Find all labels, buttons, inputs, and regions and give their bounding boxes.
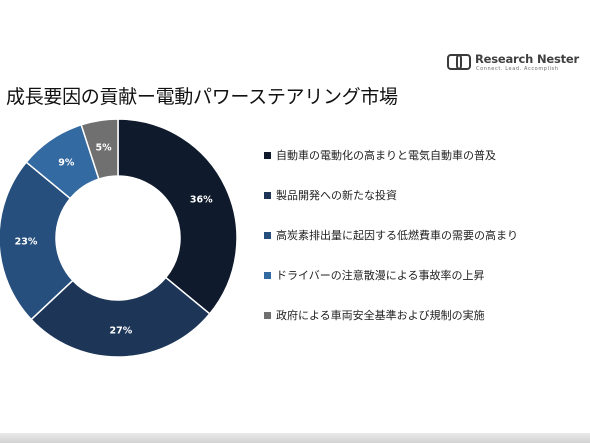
legend-swatch bbox=[264, 232, 271, 239]
donut-slice-labels: 36% 27% 23% 9% 5% bbox=[15, 143, 213, 337]
legend-item-3: 高炭素排出量に起因する低燃費車の需要の高まり bbox=[264, 227, 584, 267]
donut-slice-2 bbox=[30, 276, 211, 358]
legend-swatch bbox=[264, 272, 271, 279]
legend-swatch bbox=[264, 152, 271, 159]
research-nester-logo-mark-icon bbox=[447, 54, 471, 70]
legend-item-2: 製品開発への新たな投資 bbox=[264, 187, 584, 227]
donut-slice-5 bbox=[80, 118, 119, 180]
logo-name: Research Nester bbox=[475, 52, 579, 66]
donut-slices bbox=[0, 118, 238, 358]
logo-tagline: Connect. Lead. Accomplish bbox=[476, 66, 559, 72]
donut-slice-1 bbox=[117, 118, 238, 315]
legend-swatch bbox=[264, 312, 271, 319]
bottom-bar bbox=[0, 433, 590, 443]
legend-label: 政府による車両安全基準および規制の実施 bbox=[276, 309, 485, 322]
legend-label: ドライバーの注意散漫による事故率の上昇 bbox=[276, 269, 485, 282]
legend-label: 自動車の電動化の高まりと電気自動車の普及 bbox=[276, 149, 496, 162]
legend-swatch bbox=[264, 192, 271, 199]
legend-item-4: ドライバーの注意散漫による事故率の上昇 bbox=[264, 267, 584, 307]
chart-title: 成長要因の貢献ー電動パワーステアリング市場 bbox=[6, 86, 398, 108]
research-nester-logo: Research Nester Connect. Lead. Accomplis… bbox=[447, 52, 587, 74]
donut-slice-label-3: 23% bbox=[15, 236, 38, 247]
donut-slice-label-5: 5% bbox=[96, 143, 113, 154]
donut-slice-label-2: 27% bbox=[110, 325, 133, 336]
donut-slice-3 bbox=[0, 161, 74, 321]
chart-legend: 自動車の電動化の高まりと電気自動車の普及 製品開発への新たな投資高炭素排出量に起因… bbox=[264, 147, 584, 347]
donut-slice-label-1: 36% bbox=[190, 194, 213, 205]
donut-slice-label-4: 9% bbox=[58, 157, 75, 168]
legend-item-5: 政府による車両安全基準および規制の実施 bbox=[264, 307, 584, 347]
legend-label: 製品開発への新たな投資 bbox=[276, 189, 397, 202]
legend-label: 高炭素排出量に起因する低燃費車の需要の高まり bbox=[276, 229, 518, 242]
legend-item-1: 自動車の電動化の高まりと電気自動車の普及 bbox=[264, 147, 584, 187]
